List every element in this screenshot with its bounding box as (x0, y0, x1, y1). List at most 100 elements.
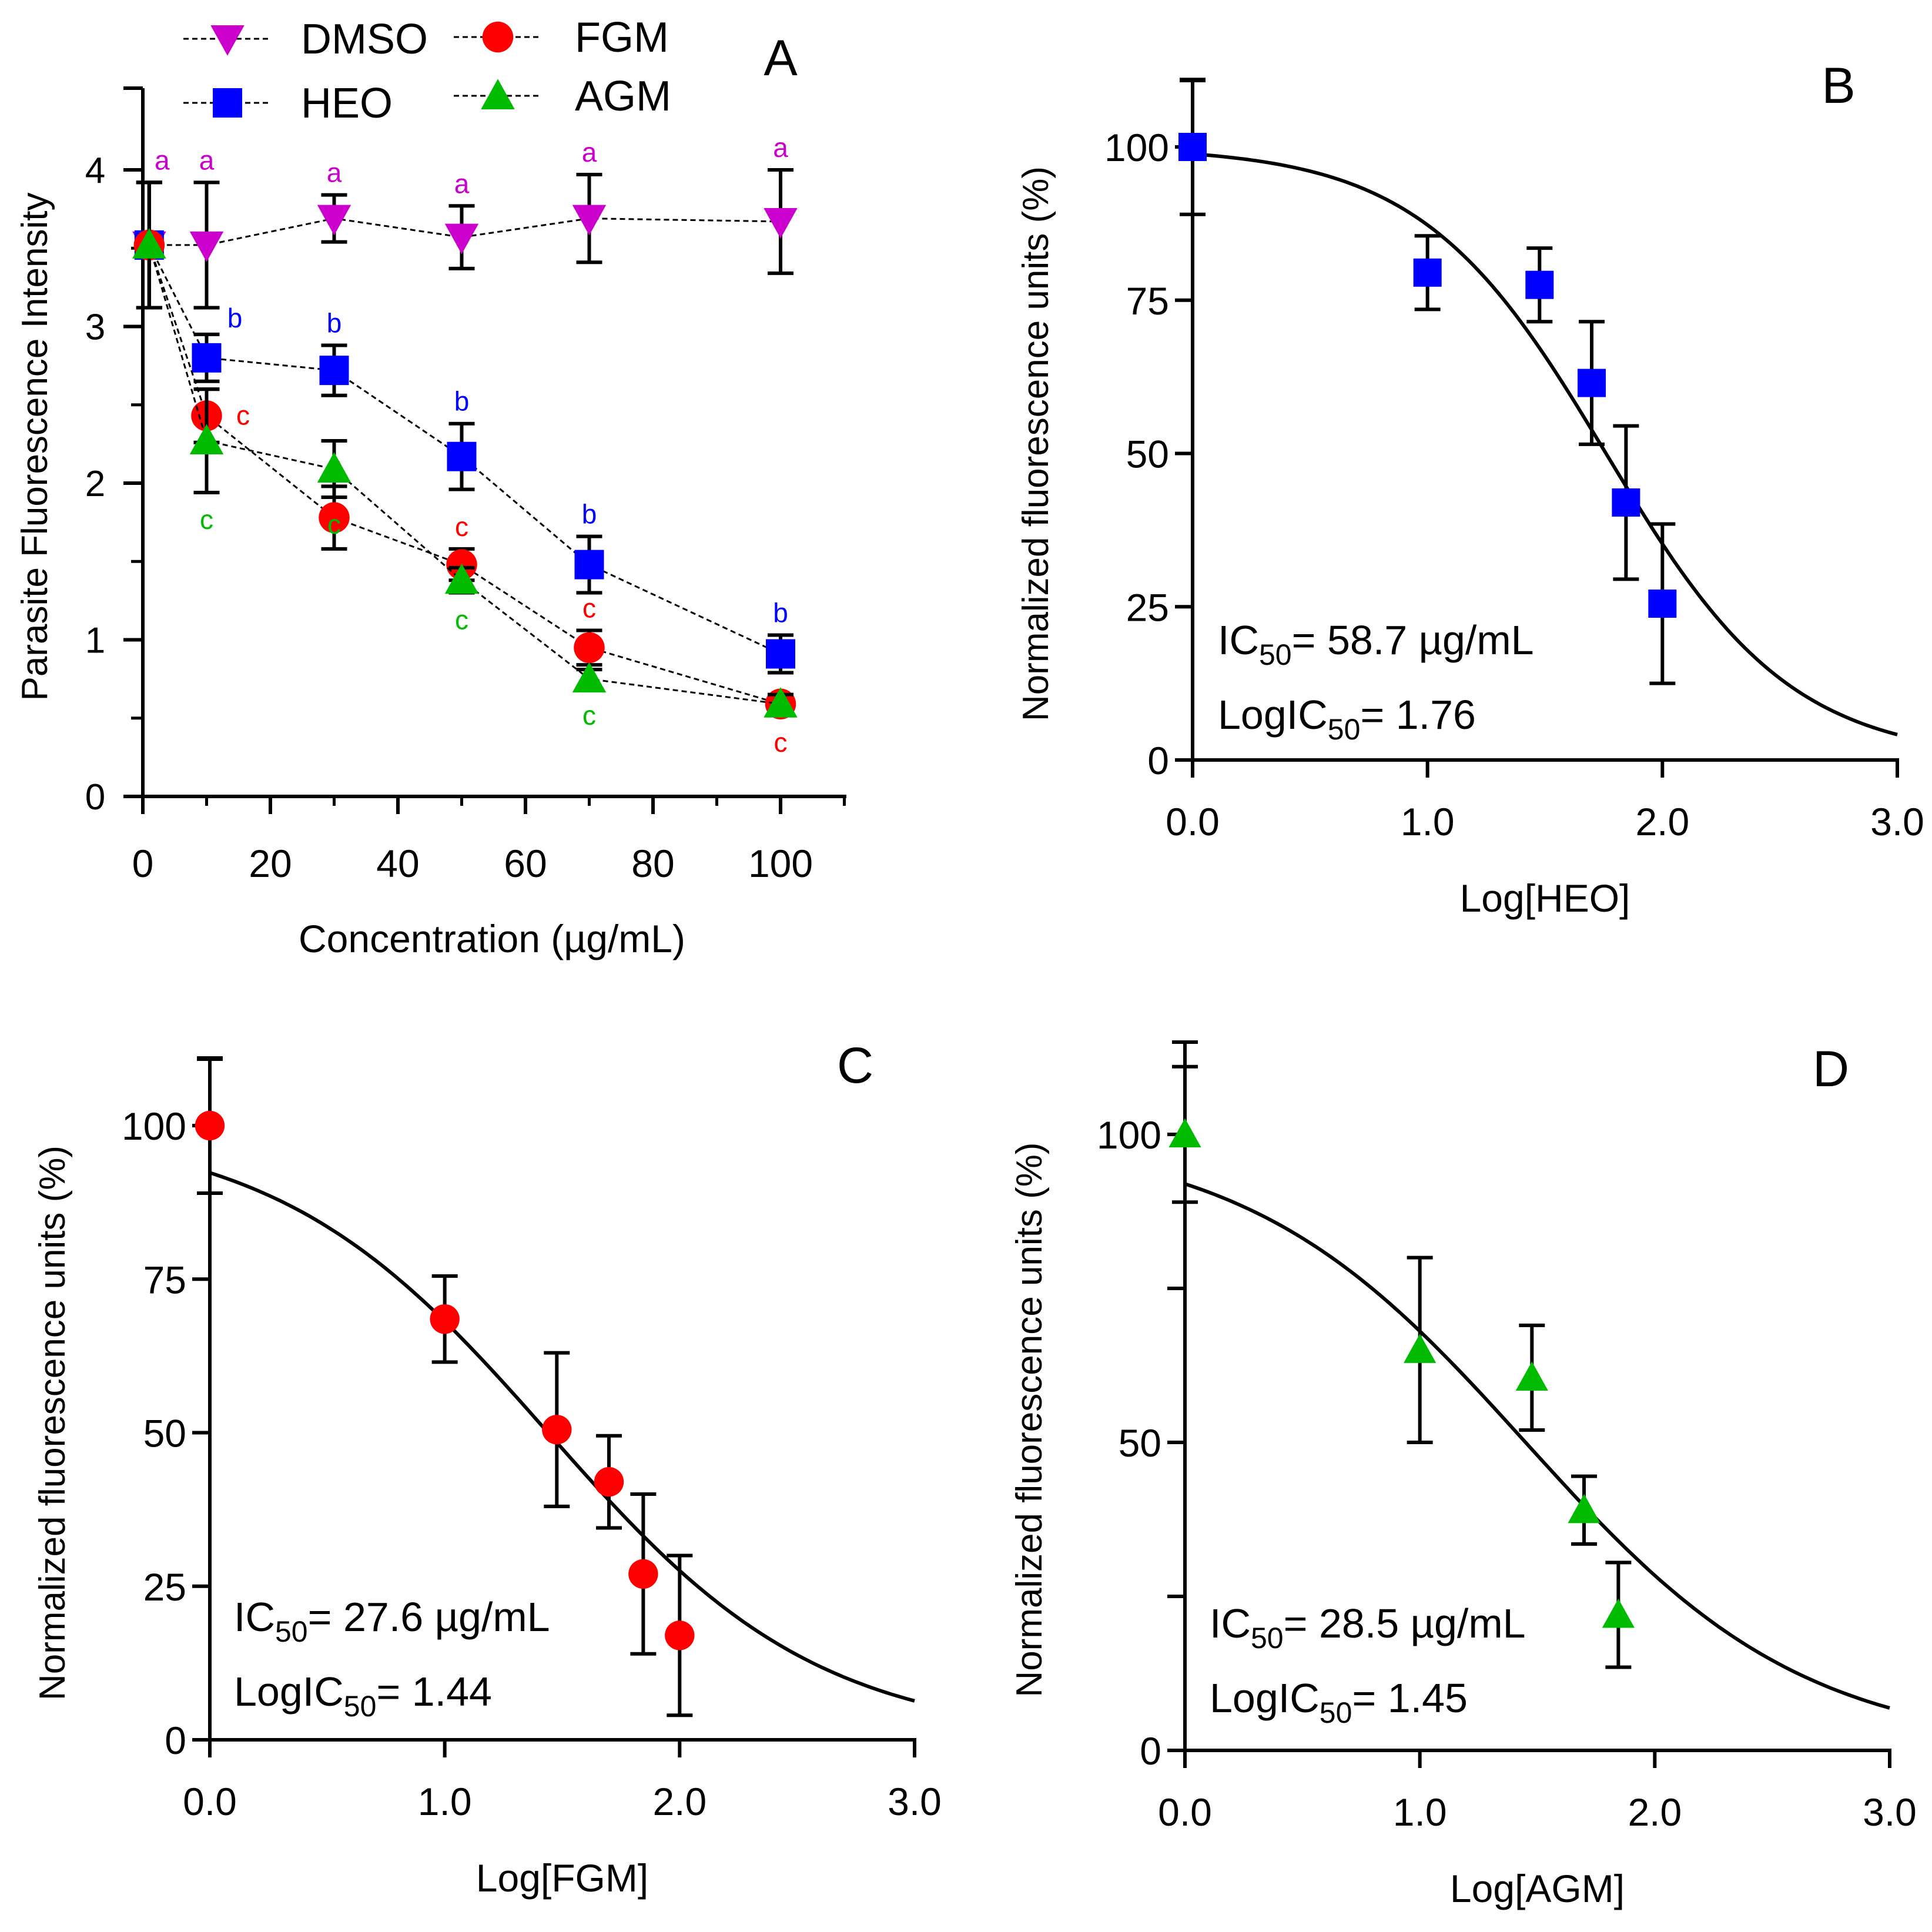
panel-c-logic50-text: LogIC50= 1.44 (234, 1669, 492, 1723)
panel-a-significance-letter: a (773, 132, 788, 163)
panel-b-fit-curve (1192, 152, 1898, 736)
panel-c-y-tick-label: 0 (165, 1719, 186, 1762)
panel-c-point (594, 1466, 624, 1497)
panel-a-point (192, 343, 222, 373)
panel-a-letter: A (764, 30, 798, 86)
panel-b-letter: B (1821, 58, 1855, 114)
ic50-value: = 28.5 µg/mL (1284, 1600, 1526, 1646)
panel-d-y-tick-label: 50 (1119, 1421, 1161, 1465)
ic50-value: = 27.6 µg/mL (308, 1594, 550, 1640)
panel-b-point (1612, 488, 1640, 517)
panel-d: 0 50 100 0.0 1.0 2.0 3.0 Log[AGM] Normalized flu… (1009, 1040, 1917, 1910)
panel-d-x-tick-label: 1.0 (1393, 1790, 1447, 1834)
panel-a-x-tick-label: 100 (748, 842, 813, 885)
panel-a-point (574, 550, 604, 580)
panel-c-x-tick-label: 2.0 (652, 1780, 706, 1823)
panel-a-point (766, 639, 795, 669)
panel-a-legend-label: HEO (301, 80, 393, 127)
logic50-value: = 1.45 (1352, 1675, 1468, 1721)
panel-b-point (1178, 133, 1207, 161)
panel-a-legend-label: AGM (575, 73, 671, 120)
panel-b-ic50-text: IC50= 58.7 µg/mL (1218, 617, 1534, 671)
panel-d-fit-curve (1184, 1182, 1890, 1710)
panel-d-point (1568, 1494, 1600, 1523)
panel-d-x-tick-label: 0.0 (1158, 1790, 1212, 1834)
panel-a-significance-letter: a (582, 137, 597, 168)
panel-d-y-tick-label: 100 (1097, 1113, 1161, 1157)
panel-a-legend-marker (213, 88, 242, 118)
panel-a-y-tick-label: 3 (85, 307, 105, 348)
panel-a-significance-letter: b (454, 386, 470, 417)
ic50-subscript: 50 (275, 1615, 308, 1648)
panel-a-y-tick-label: 4 (85, 150, 105, 191)
panel-a-significance-letter: c (582, 700, 596, 731)
panel-a-legend-entry-heo: HEO (183, 80, 393, 127)
panel-c-point (628, 1559, 658, 1589)
panel-a-significance-letter: c (774, 727, 788, 758)
panel-c-ic50-annotation: IC50= 27.6 µg/mL LogIC50= 1.44 (234, 1594, 550, 1723)
panel-a-point (764, 687, 798, 718)
panel-a-x-tick-label: 40 (376, 842, 419, 885)
panel-a-significance-letter: b (773, 598, 788, 628)
panel-a-series-dmso: a a a aa a (132, 132, 798, 310)
panel-d-letter: D (1813, 1041, 1849, 1097)
panel-c-point (665, 1620, 695, 1650)
panel-c-ic50-text: IC50= 27.6 µg/mL (234, 1594, 550, 1648)
ic50-prefix: IC (234, 1594, 275, 1640)
panel-a-y-tick-label: 1 (85, 621, 105, 661)
panel-d-x-axis-label: Log[AGM] (1450, 1867, 1625, 1910)
panel-a-significance-letter: c (455, 605, 468, 635)
panel-d-logic50-text: LogIC50= 1.45 (1210, 1675, 1468, 1729)
ic50-value: = 58.7 µg/mL (1292, 617, 1534, 663)
panel-c-y-tick-label: 75 (143, 1258, 186, 1301)
panel-a-series-line (148, 245, 781, 705)
logic50-value: = 1.44 (376, 1669, 492, 1715)
panel-c-point (542, 1415, 572, 1445)
panel-a-legend-marker (482, 21, 514, 53)
panel-a-series-line (148, 245, 781, 655)
panel-a-significance-letter: b (327, 307, 342, 338)
panel-a-point (132, 228, 166, 259)
panel-a-x-tick-label: 80 (631, 842, 674, 885)
panel-c-letter: C (837, 1037, 873, 1094)
panel-a-series-line (149, 217, 781, 246)
panel-a-point (444, 563, 479, 594)
panel-a-legend-entry-dmso: DMSO (183, 16, 428, 63)
panel-b-x-tick-label: 3.0 (1870, 800, 1924, 843)
panel-c: 0 25 50 75 100 0.0 1.0 2.0 3.0 Log[FGM] Normalized… (32, 1037, 942, 1900)
panel-a-point (574, 632, 605, 664)
panel-b-y-axis-label: Normalized fluorescence units (%) (1016, 166, 1056, 721)
logic50-prefix: LogIC (1210, 1675, 1320, 1721)
panel-a-point (764, 207, 798, 239)
logic50-subscript: 50 (1328, 713, 1361, 746)
logic50-prefix: LogIC (1218, 692, 1328, 738)
panel-c-x-tick-label: 0.0 (183, 1780, 237, 1823)
panel-a-x-axis-label: Concentration (µg/mL) (299, 917, 685, 960)
panel-d-y-axis-label: Normalized fluorescence units (%) (1009, 1142, 1050, 1697)
panel-d-x-tick-label: 2.0 (1628, 1790, 1682, 1834)
ic50-prefix: IC (1218, 617, 1259, 663)
panel-c-y-tick-label: 50 (143, 1412, 186, 1455)
ic50-subscript: 50 (1251, 1622, 1284, 1655)
panel-c-x-axis-label: Log[FGM] (476, 1856, 648, 1900)
panel-b-point (1413, 258, 1442, 287)
panel-b-y-tick-label: 0 (1147, 739, 1169, 782)
panel-c-fit-curve (209, 1171, 915, 1703)
panel-a-series-heo: b b b b b (134, 180, 795, 675)
panel-a-legend-entry-fgm: FGM (454, 14, 669, 61)
panel-a-point (572, 205, 607, 236)
panel-a-point (317, 205, 351, 236)
panel-c-y-tick-label: 25 (143, 1565, 186, 1609)
panel-a-y-tick-label: 0 (85, 777, 105, 818)
panel-b-x-tick-label: 1.0 (1401, 800, 1455, 843)
panel-a-significance-letter: a (155, 145, 170, 175)
panel-b-point (1525, 270, 1554, 299)
panel-b-x-tick-label: 2.0 (1635, 800, 1689, 843)
panel-b-y-tick-label: 50 (1126, 433, 1169, 476)
panel-a-legend-label: FGM (575, 14, 669, 61)
panel-a-significance-letter: b (582, 499, 597, 530)
panel-a-legend-marker (210, 25, 245, 56)
logic50-subscript: 50 (1320, 1696, 1352, 1729)
